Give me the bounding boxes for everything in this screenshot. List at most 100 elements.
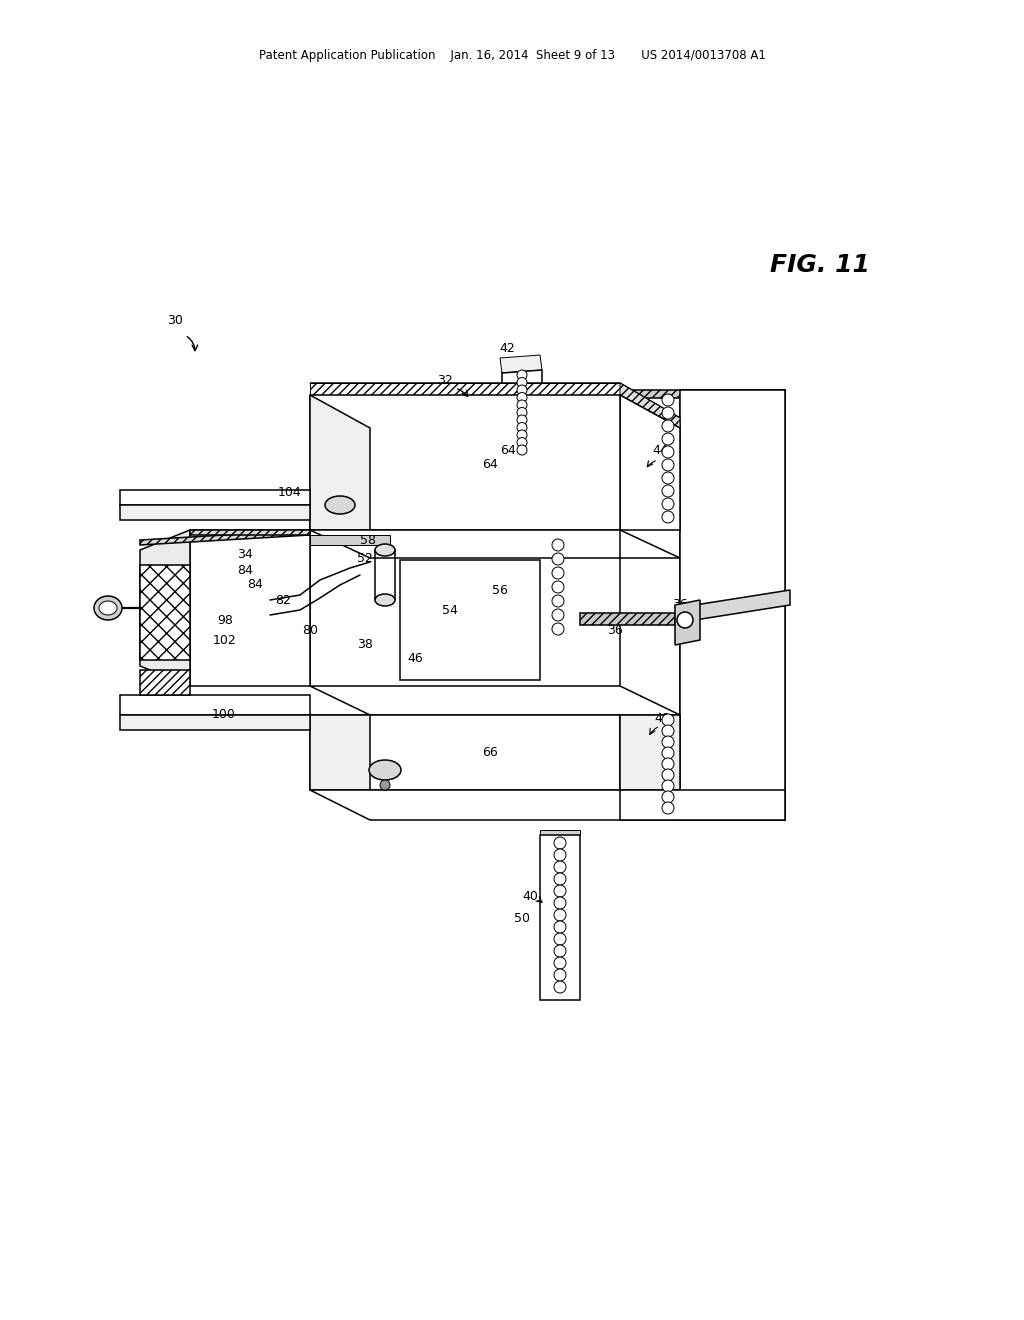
Circle shape [662, 758, 674, 770]
Circle shape [552, 581, 564, 593]
Circle shape [662, 737, 674, 748]
Text: 104: 104 [279, 487, 302, 499]
Circle shape [552, 609, 564, 620]
Circle shape [662, 780, 674, 792]
Polygon shape [120, 696, 310, 715]
Circle shape [380, 780, 390, 789]
Ellipse shape [99, 601, 117, 615]
Polygon shape [540, 836, 580, 1001]
Circle shape [662, 725, 674, 737]
Circle shape [517, 430, 527, 440]
Polygon shape [140, 531, 310, 545]
Polygon shape [310, 531, 680, 558]
Polygon shape [140, 531, 190, 686]
Polygon shape [540, 830, 580, 836]
Polygon shape [140, 671, 190, 696]
Ellipse shape [369, 760, 401, 780]
Circle shape [517, 422, 527, 433]
Polygon shape [120, 506, 310, 520]
Circle shape [554, 849, 566, 861]
Circle shape [552, 595, 564, 607]
Polygon shape [620, 389, 785, 399]
Circle shape [517, 378, 527, 388]
Circle shape [552, 553, 564, 565]
Circle shape [517, 437, 527, 447]
Circle shape [554, 957, 566, 969]
Text: 84: 84 [238, 564, 253, 577]
Text: 78: 78 [762, 598, 778, 611]
Polygon shape [120, 490, 310, 506]
Polygon shape [310, 715, 370, 789]
Text: 100: 100 [212, 709, 236, 722]
Polygon shape [620, 395, 680, 531]
Text: 82: 82 [275, 594, 291, 606]
Text: 84: 84 [247, 578, 263, 591]
Circle shape [662, 803, 674, 814]
Circle shape [662, 459, 674, 471]
Circle shape [554, 921, 566, 933]
Circle shape [517, 445, 527, 455]
Text: 38: 38 [357, 639, 373, 652]
Text: 58: 58 [360, 533, 376, 546]
Text: 64: 64 [500, 444, 516, 457]
Text: 34: 34 [238, 549, 253, 561]
Circle shape [662, 446, 674, 458]
Circle shape [554, 945, 566, 957]
Text: 54: 54 [442, 603, 458, 616]
Circle shape [554, 861, 566, 873]
Polygon shape [310, 686, 680, 715]
Text: 80: 80 [302, 623, 318, 636]
Text: 42: 42 [499, 342, 515, 355]
Circle shape [517, 400, 527, 411]
Text: 66: 66 [482, 746, 498, 759]
Circle shape [662, 407, 674, 418]
Polygon shape [140, 565, 190, 660]
Text: 44: 44 [652, 444, 668, 457]
Text: 36: 36 [607, 623, 623, 636]
Circle shape [517, 385, 527, 395]
Text: Patent Application Publication    Jan. 16, 2014  Sheet 9 of 13       US 2014/001: Patent Application Publication Jan. 16, … [259, 49, 765, 62]
Polygon shape [620, 715, 680, 789]
Circle shape [554, 873, 566, 884]
Ellipse shape [325, 496, 355, 513]
Circle shape [517, 370, 527, 380]
Text: 40: 40 [522, 891, 538, 903]
Text: 98: 98 [217, 614, 232, 627]
Polygon shape [310, 789, 680, 820]
Polygon shape [500, 355, 542, 374]
Circle shape [517, 408, 527, 417]
Polygon shape [675, 601, 700, 645]
Ellipse shape [375, 594, 395, 606]
Circle shape [662, 511, 674, 523]
Circle shape [554, 909, 566, 921]
Circle shape [554, 898, 566, 909]
Circle shape [552, 623, 564, 635]
Circle shape [554, 933, 566, 945]
Polygon shape [695, 590, 790, 620]
Polygon shape [190, 531, 310, 535]
Text: 48: 48 [654, 711, 670, 725]
Text: 52: 52 [357, 552, 373, 565]
Polygon shape [580, 612, 675, 624]
Text: 46: 46 [408, 652, 423, 664]
Polygon shape [310, 383, 680, 418]
Text: 36: 36 [672, 598, 688, 611]
Circle shape [662, 747, 674, 759]
Circle shape [517, 414, 527, 425]
Circle shape [662, 791, 674, 803]
Circle shape [554, 884, 566, 898]
Circle shape [554, 981, 566, 993]
Circle shape [677, 612, 693, 628]
Polygon shape [310, 383, 620, 395]
Polygon shape [620, 383, 680, 428]
Polygon shape [120, 715, 310, 730]
Circle shape [662, 714, 674, 726]
Circle shape [662, 484, 674, 498]
Circle shape [552, 568, 564, 579]
Circle shape [552, 539, 564, 550]
Polygon shape [310, 715, 620, 789]
Text: 32: 32 [437, 374, 453, 387]
Text: 102: 102 [213, 634, 237, 647]
Text: FIG. 11: FIG. 11 [770, 253, 870, 277]
Circle shape [662, 433, 674, 445]
